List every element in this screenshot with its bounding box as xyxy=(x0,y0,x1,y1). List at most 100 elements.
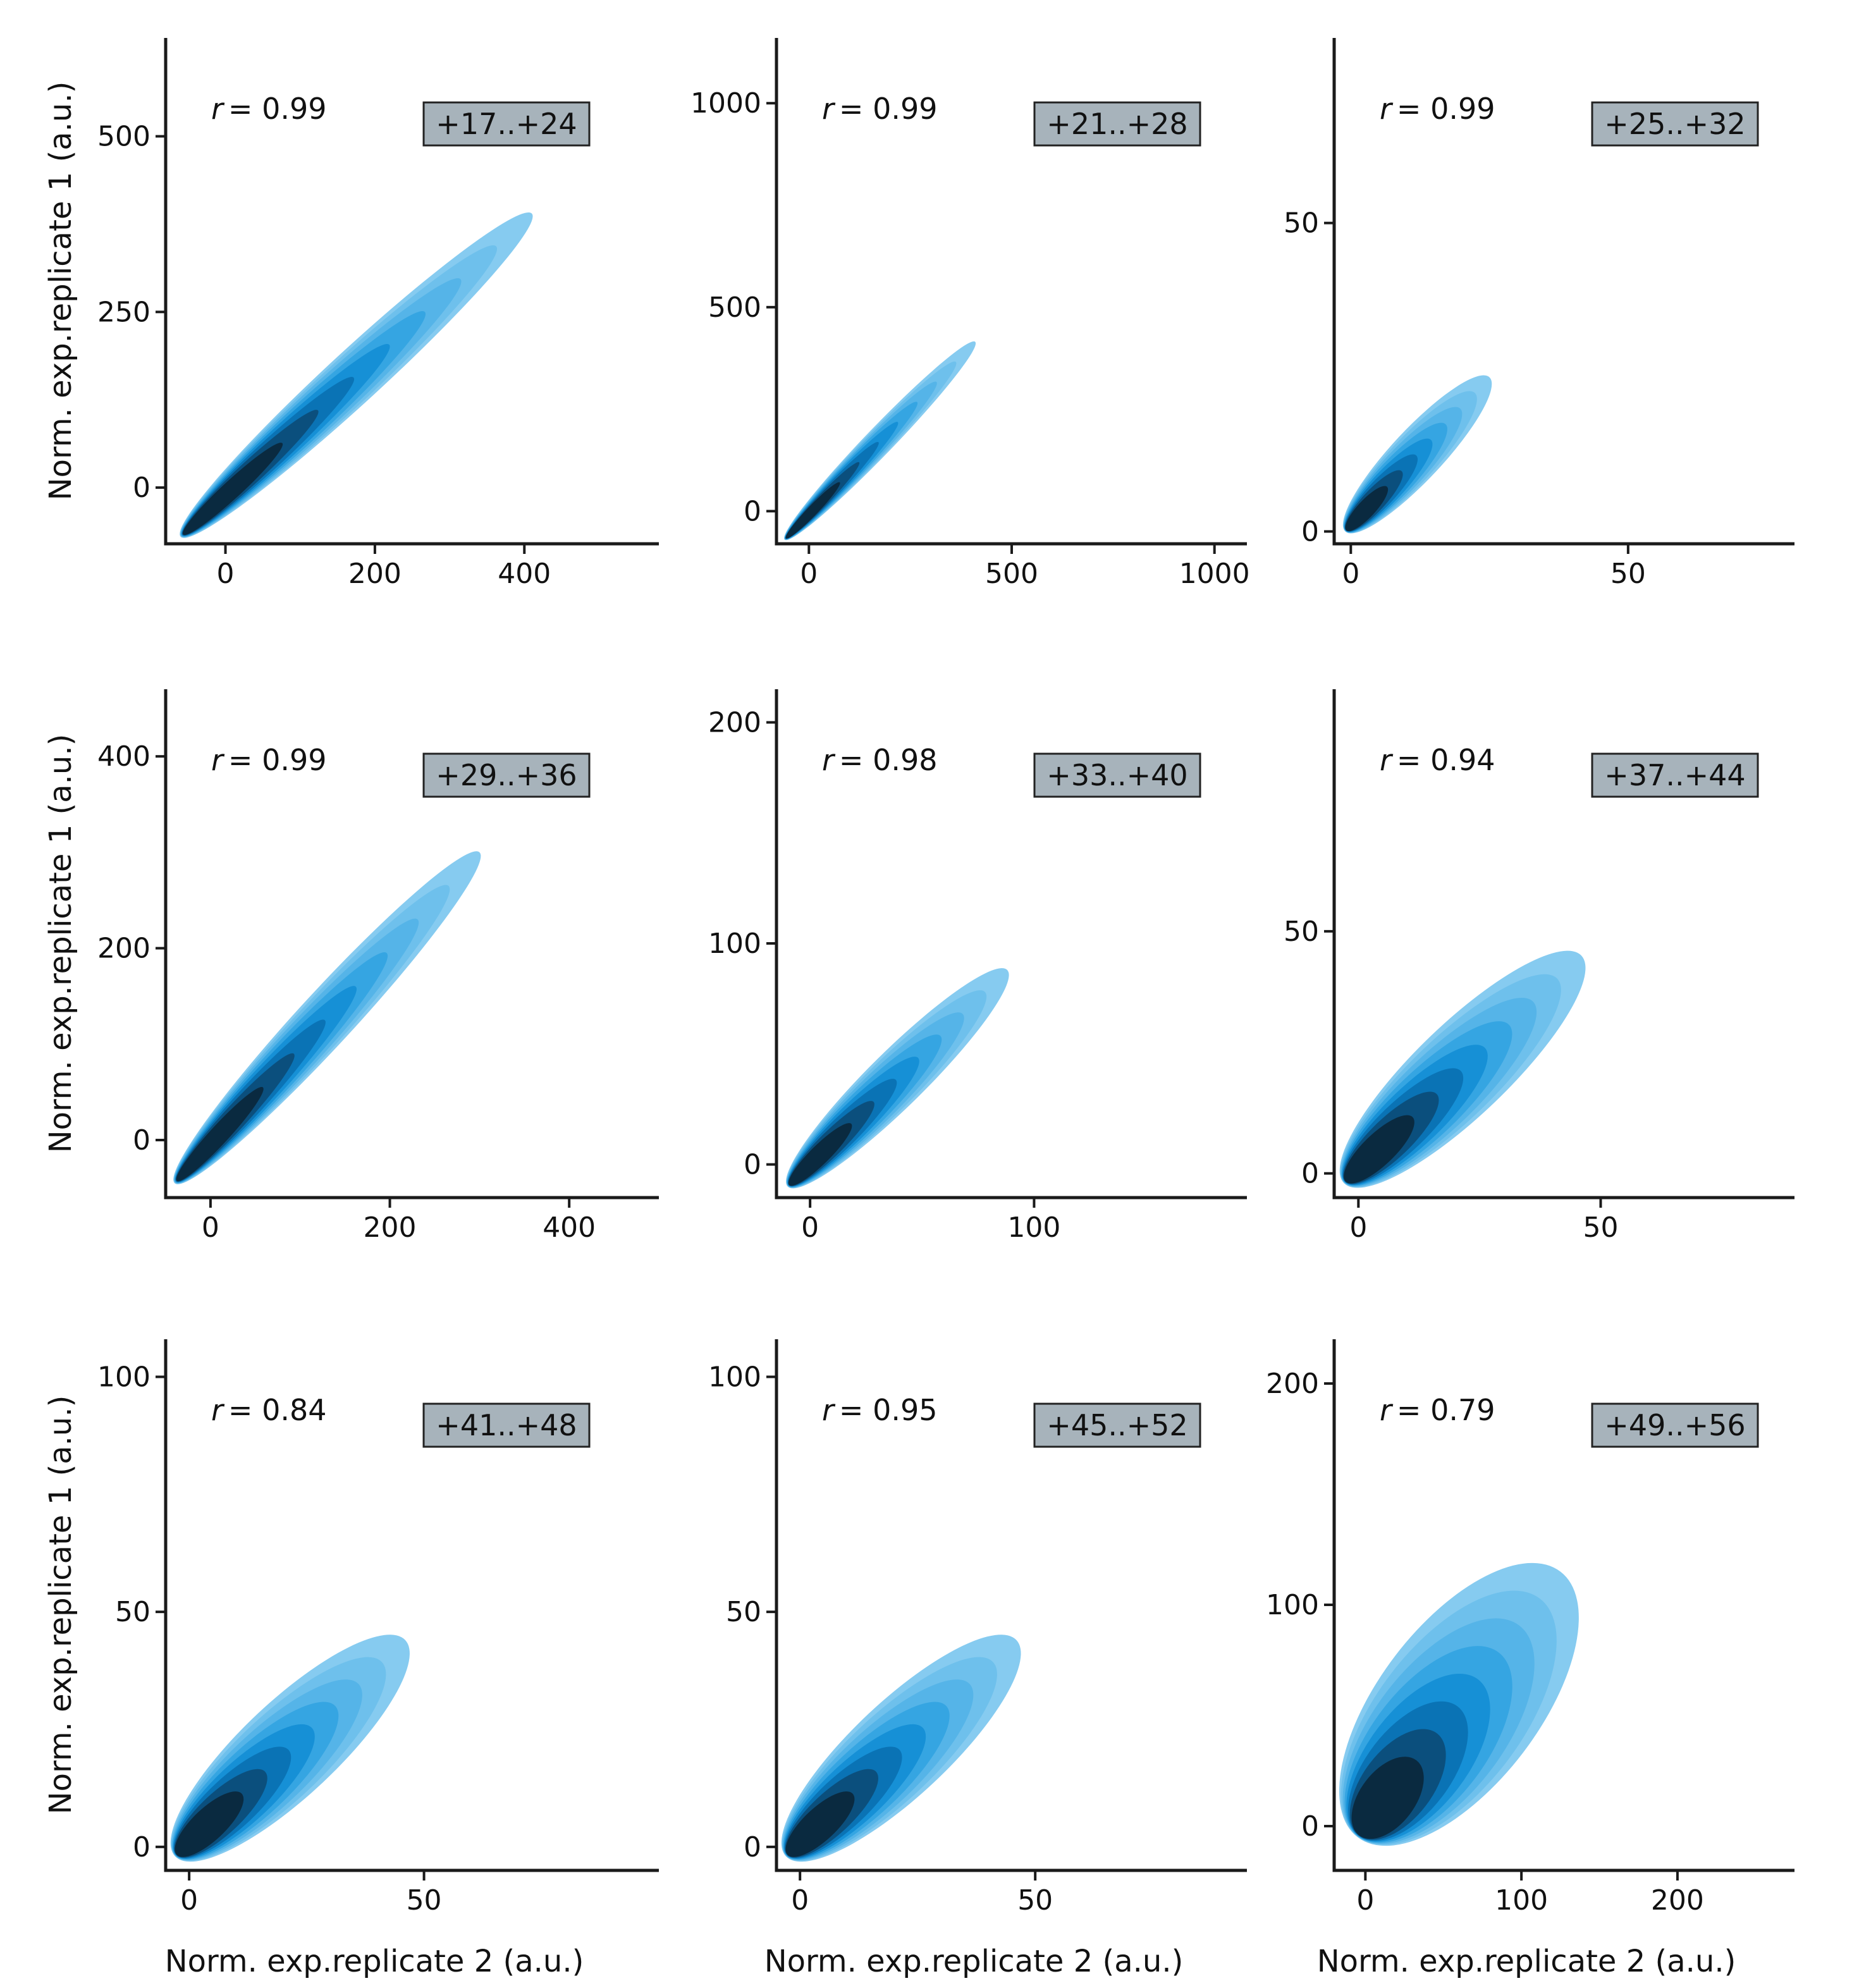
panel-title-badge xyxy=(422,1402,591,1448)
x-tick-label: 0 xyxy=(791,1884,809,1917)
x-tick-label: 0 xyxy=(1342,558,1359,590)
x-tick-label: 0 xyxy=(180,1884,198,1917)
correlation-value: = 0.99 xyxy=(228,743,327,777)
panel-8: 0 50 100 0 50 r = 0.95 +45..+52 Norm. exp.replic… xyxy=(708,1339,1247,1979)
y-tick-label: 250 xyxy=(97,296,150,328)
density-cloud xyxy=(1339,950,1586,1188)
y-tick-label: 0 xyxy=(744,1831,761,1863)
correlation-symbol: r xyxy=(1380,92,1394,126)
correlation-label: r = 0.99 xyxy=(211,743,327,777)
density-cloud xyxy=(1342,375,1492,534)
y-tick-label: 400 xyxy=(97,740,150,773)
density-level-8 xyxy=(785,482,840,539)
y-tick-label: 1000 xyxy=(690,87,761,120)
density-level-8 xyxy=(1344,1115,1414,1184)
panel-title-badge xyxy=(1033,101,1201,147)
panel-1: 0 250 500 0 200 400 r = 0.99 +17..+24 Norm. exp.r… xyxy=(43,38,659,590)
y-tick-label: 200 xyxy=(97,933,150,965)
x-tick-label: 50 xyxy=(1017,1884,1053,1917)
density-level-8 xyxy=(788,1123,852,1186)
y-tick-label: 100 xyxy=(708,928,761,960)
x-tick-label: 0 xyxy=(1349,1212,1367,1244)
correlation-symbol: r xyxy=(822,1393,836,1427)
density-cloud xyxy=(180,212,533,538)
x-tick-label: 200 xyxy=(348,558,402,590)
panel-title: +41..+48 xyxy=(436,1408,577,1442)
correlation-symbol: r xyxy=(822,92,836,126)
panel-9: 0 100 200 0 100 200 r = 0.79 +49..+56 Norm. exp.r… xyxy=(1266,1339,1794,1979)
density-level-8 xyxy=(183,443,283,535)
panel-title-badge xyxy=(422,101,591,147)
panel-title: +37..+44 xyxy=(1604,758,1745,792)
panel-7: 0 50 100 0 50 r = 0.84 +41..+48 Norm. exp.replic… xyxy=(43,1339,659,1979)
density-level-8 xyxy=(785,1791,855,1857)
correlation-label: r = 0.99 xyxy=(822,92,938,126)
density-level-8 xyxy=(175,1791,244,1857)
correlation-label: r = 0.99 xyxy=(211,92,327,126)
panel-title-badge xyxy=(1591,1402,1759,1448)
panel-4: 0 200 400 0 200 400 r = 0.99 +29..+36 Norm. exp.r… xyxy=(43,689,659,1244)
panel-title-badge xyxy=(1033,1402,1201,1448)
y-tick-label: 50 xyxy=(115,1596,150,1628)
y-axis-title: Norm. exp.replicate 1 (a.u.) xyxy=(43,1396,78,1815)
y-tick-label: 0 xyxy=(1301,1810,1319,1843)
y-tick-label: 0 xyxy=(744,1149,761,1181)
x-tick-label: 0 xyxy=(801,1212,819,1244)
y-tick-label: 500 xyxy=(97,121,150,153)
correlation-value: = 0.99 xyxy=(1397,92,1495,126)
correlation-label: r = 0.99 xyxy=(1380,92,1495,126)
correlation-value: = 0.99 xyxy=(839,92,938,126)
x-tick-label: 400 xyxy=(543,1212,596,1244)
density-level-8 xyxy=(1351,1757,1424,1839)
y-tick-label: 0 xyxy=(133,472,150,504)
y-tick-label: 200 xyxy=(1266,1368,1319,1400)
correlation-value: = 0.79 xyxy=(1397,1393,1495,1427)
correlation-value: = 0.94 xyxy=(1397,743,1495,777)
y-tick-label: 0 xyxy=(1301,515,1319,548)
panel-title-badge xyxy=(1591,752,1759,798)
density-cloud xyxy=(170,1635,410,1862)
correlation-symbol: r xyxy=(211,92,225,126)
y-tick-label: 0 xyxy=(133,1831,150,1863)
y-tick-label: 0 xyxy=(1301,1158,1319,1190)
x-tick-label: 500 xyxy=(985,558,1038,590)
y-axis-title: Norm. exp.replicate 1 (a.u.) xyxy=(43,82,78,501)
density-level-8 xyxy=(176,1086,264,1182)
correlation-value: = 0.99 xyxy=(228,92,327,126)
y-tick-label: 50 xyxy=(1284,916,1319,948)
panel-3: 0 50 0 50 r = 0.99 +25..+32 xyxy=(1284,38,1794,590)
correlation-label: r = 0.98 xyxy=(822,743,938,777)
density-cloud xyxy=(1339,1562,1579,1846)
panel-5: 0 100 200 0 100 r = 0.98 +33..+40 xyxy=(708,689,1247,1244)
x-tick-label: 50 xyxy=(407,1884,442,1917)
panel-2: 0 500 1000 0 500 1000 r = 0.99 +21..+28 xyxy=(690,38,1250,590)
panel-title: +49..+56 xyxy=(1604,1408,1745,1442)
x-axis-title: Norm. exp.replicate 2 (a.u.) xyxy=(165,1944,584,1979)
correlation-symbol: r xyxy=(1380,743,1394,777)
y-tick-label: 0 xyxy=(744,495,761,527)
correlation-symbol: r xyxy=(211,743,225,777)
x-tick-label: 0 xyxy=(202,1212,219,1244)
correlation-value: = 0.95 xyxy=(839,1393,938,1427)
x-tick-label: 0 xyxy=(800,558,818,590)
x-tick-label: 200 xyxy=(364,1212,417,1244)
y-axis-title: Norm. exp.replicate 1 (a.u.) xyxy=(43,734,78,1153)
panel-title: +25..+32 xyxy=(1604,107,1745,141)
x-tick-label: 1000 xyxy=(1179,558,1250,590)
density-cloud xyxy=(784,341,976,541)
x-tick-label: 400 xyxy=(498,558,551,590)
panel-title-badge xyxy=(1033,752,1201,798)
correlation-symbol: r xyxy=(211,1393,225,1427)
y-tick-label: 50 xyxy=(726,1596,761,1628)
y-tick-label: 0 xyxy=(133,1124,150,1157)
density-cloud xyxy=(173,851,481,1184)
x-tick-label: 100 xyxy=(1007,1212,1060,1244)
density-cloud xyxy=(785,968,1009,1189)
panel-title: +17..+24 xyxy=(436,107,577,141)
x-tick-label: 0 xyxy=(217,558,235,590)
y-tick-label: 50 xyxy=(1284,207,1319,240)
panel-title: +45..+52 xyxy=(1046,1408,1187,1442)
correlation-label: r = 0.84 xyxy=(211,1393,327,1427)
x-tick-label: 200 xyxy=(1651,1884,1704,1917)
correlation-label: r = 0.95 xyxy=(822,1393,938,1427)
